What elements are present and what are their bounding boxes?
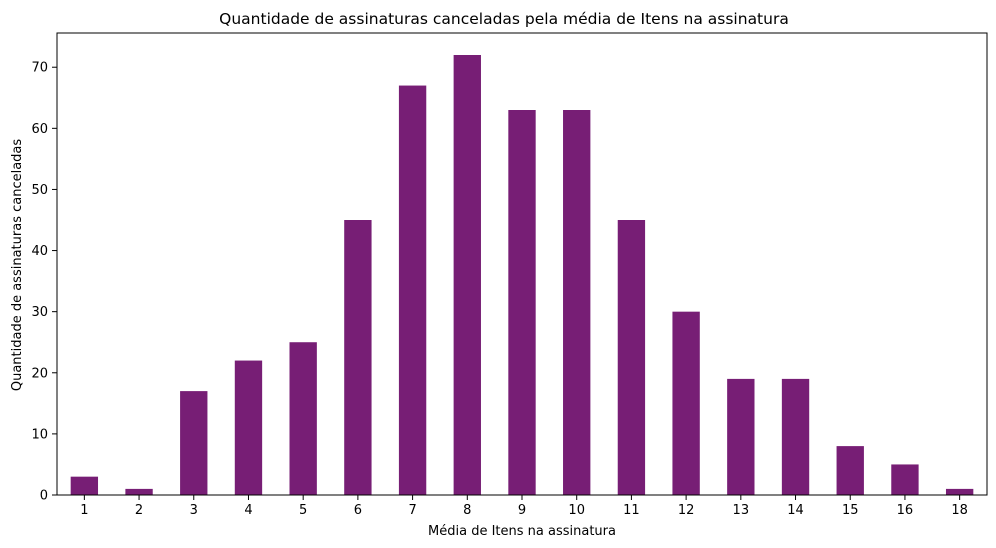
y-tick-label: 60 xyxy=(31,122,48,137)
bar xyxy=(891,464,919,495)
x-tick-label: 8 xyxy=(463,503,471,518)
bar xyxy=(398,85,427,496)
bar xyxy=(836,446,864,495)
bar xyxy=(234,360,263,495)
chart-title: Quantidade de assinaturas canceladas pel… xyxy=(219,10,789,28)
y-tick-label: 70 xyxy=(31,61,48,76)
bar xyxy=(453,55,481,495)
x-tick-label: 11 xyxy=(623,503,640,518)
x-tick-label: 4 xyxy=(244,503,252,518)
x-tick-label: 3 xyxy=(190,503,198,518)
bar xyxy=(727,378,755,495)
x-tick-label: 13 xyxy=(733,503,750,518)
y-tick-label: 40 xyxy=(31,244,48,259)
x-tick-label: 7 xyxy=(408,503,416,518)
x-tick-label: 12 xyxy=(678,503,695,518)
y-tick-label: 20 xyxy=(31,366,48,381)
x-tick-label: 15 xyxy=(842,503,859,518)
x-tick-label: 9 xyxy=(518,503,526,518)
x-axis-label: Média de Itens na assinatura xyxy=(428,524,616,539)
bar xyxy=(781,378,810,495)
x-tick-label: 14 xyxy=(787,503,804,518)
x-tick-label: 1 xyxy=(80,503,88,518)
bar xyxy=(563,110,591,495)
x-tick-label: 6 xyxy=(354,503,362,518)
x-tick-label: 10 xyxy=(568,503,585,518)
y-axis-label: Quantidade de assinaturas canceladas xyxy=(10,139,25,392)
y-tick-label: 10 xyxy=(31,427,48,442)
bar xyxy=(945,488,974,495)
bar xyxy=(617,220,646,495)
y-tick-label: 50 xyxy=(31,183,48,198)
bar xyxy=(180,391,208,495)
x-tick-label: 2 xyxy=(135,503,143,518)
x-tick-label: 16 xyxy=(897,503,914,518)
x-tick-label: 18 xyxy=(951,503,968,518)
bar xyxy=(672,311,700,495)
bar xyxy=(344,220,372,495)
bar xyxy=(70,476,99,495)
bar xyxy=(508,110,536,495)
bar xyxy=(125,488,153,495)
y-tick-label: 0 xyxy=(40,489,48,504)
bar xyxy=(289,342,317,495)
y-tick-label: 30 xyxy=(31,305,48,320)
x-tick-label: 5 xyxy=(299,503,307,518)
